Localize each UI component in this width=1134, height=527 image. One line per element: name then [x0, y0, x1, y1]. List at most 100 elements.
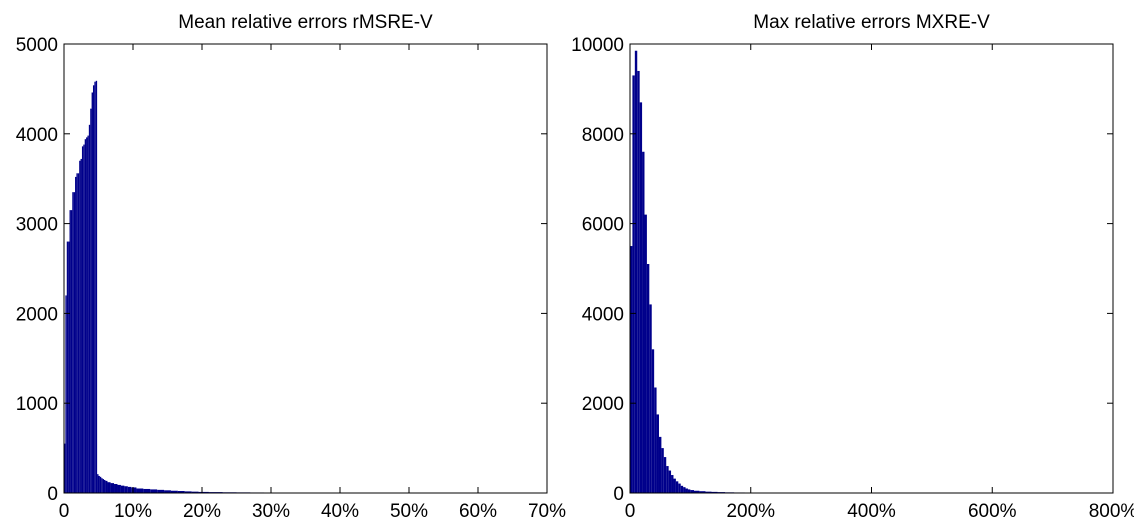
histogram-bar [685, 488, 688, 493]
x-tick-label: 60% [459, 501, 497, 522]
histogram-bar [694, 490, 700, 493]
histogram-bar [637, 70, 640, 493]
histogram-bar [673, 478, 676, 493]
histogram-bar [699, 491, 706, 493]
histogram-bar [65, 295, 67, 493]
histogram-bar [127, 486, 132, 493]
histogram-bar [642, 151, 645, 493]
y-tick-label: 4000 [582, 304, 624, 325]
histogram-bar [651, 349, 655, 493]
histogram-bar [131, 487, 137, 493]
histogram-bar [658, 436, 662, 494]
histogram-bar [98, 475, 100, 493]
histogram-bar [711, 491, 718, 493]
histogram-bar [143, 488, 151, 493]
histogram-bar [177, 491, 185, 493]
histogram-bar [110, 483, 115, 493]
histogram-bar [656, 414, 659, 493]
x-tick-label: 30% [252, 501, 290, 522]
histogram-bar [80, 158, 82, 493]
histogram-bar [91, 92, 93, 494]
histogram-bar [72, 192, 74, 494]
histogram-bar [90, 108, 92, 493]
histogram-bar [191, 491, 199, 493]
histogram-bar [666, 466, 669, 493]
histogram-bar [150, 489, 158, 493]
histogram-bar [705, 491, 712, 493]
x-tick-label: 400% [847, 501, 896, 522]
histogram-bar [101, 478, 103, 493]
histogram-bar [114, 484, 118, 493]
histogram-bar [184, 491, 192, 493]
histogram-bar [668, 470, 672, 493]
histogram-bar [646, 264, 650, 493]
histogram-bar [104, 479, 106, 493]
chart-1: 0 1000 2000 3000 4000 5000 0 10% 20% 30% 40% 50% 60%… [16, 12, 566, 522]
y-tick-label: 3000 [16, 215, 58, 236]
y-tick-label: 2000 [582, 394, 624, 415]
histogram-bar [644, 214, 647, 493]
x-tick-label: 200% [726, 501, 775, 522]
histogram-bar [66, 241, 69, 493]
x-tick-label: 70% [528, 501, 566, 522]
histogram-bar [64, 443, 66, 493]
histogram-bar [105, 480, 108, 493]
chart-2: 0 2000 4000 6000 8000 10000 0 200% 400% 600% 800% M… [571, 12, 1134, 522]
x-tick-label: 10% [114, 501, 152, 522]
histogram-bar [680, 485, 684, 493]
histogram-bar [663, 457, 667, 493]
histogram-bar [76, 173, 78, 493]
axes-frame [629, 43, 1114, 494]
histogram-bar [136, 488, 144, 493]
histogram-bar [654, 387, 657, 493]
histogram-bar [73, 192, 76, 494]
y-tick-label: 4000 [16, 125, 58, 146]
y-tick-label: 1000 [16, 394, 58, 415]
x-tick-label: 50% [390, 501, 428, 522]
histogram-bar [77, 173, 80, 493]
histogram-bar [87, 135, 89, 493]
histogram-bar [198, 491, 209, 493]
histogram-bar [164, 490, 171, 493]
histogram-bar [678, 483, 681, 493]
histogram-bar [630, 246, 633, 493]
axes-frame [63, 43, 548, 494]
histogram-bar [99, 476, 102, 493]
histogram-bar [124, 486, 128, 493]
histogram-bar [675, 481, 679, 493]
histogram-bar [690, 490, 694, 493]
y-tick-label: 0 [47, 484, 58, 505]
chart-title: Max relative errors MXRE-V [753, 12, 990, 33]
histogram-bar [83, 144, 85, 493]
histogram-bar [120, 485, 125, 493]
y-tick-label: 0 [613, 484, 624, 505]
histogram-bar [81, 146, 84, 493]
histogram-bar [69, 210, 71, 493]
histogram-bar [68, 241, 70, 493]
histogram-bar [97, 474, 99, 493]
histogram-bar [632, 75, 635, 494]
histogram-bar [92, 85, 95, 493]
y-tick-label: 2000 [16, 304, 58, 325]
histogram-bar [79, 160, 81, 494]
histogram-bar [639, 102, 643, 494]
histogram-bar [86, 137, 88, 493]
x-tick-label: 20% [183, 501, 221, 522]
histogram-bar [117, 484, 121, 493]
histogram-bar [94, 81, 96, 493]
y-tick-label: 8000 [582, 125, 624, 146]
y-tick-label: 10000 [571, 35, 624, 56]
histogram-bar [157, 489, 165, 493]
histogram-bar [75, 176, 77, 493]
histogram-bar [649, 304, 652, 493]
y-tick-label: 5000 [16, 35, 58, 56]
chart-title: Mean relative errors rMSRE-V [178, 12, 433, 33]
x-tick-label: 800% [1089, 501, 1134, 522]
histogram-bar [102, 479, 105, 493]
histogram-bar [84, 139, 87, 493]
histogram-bar [671, 475, 674, 493]
histogram-bar [107, 482, 111, 493]
x-tick-label: 0 [625, 501, 636, 522]
histogram-bar [88, 124, 91, 493]
histogram-bar [170, 490, 178, 493]
